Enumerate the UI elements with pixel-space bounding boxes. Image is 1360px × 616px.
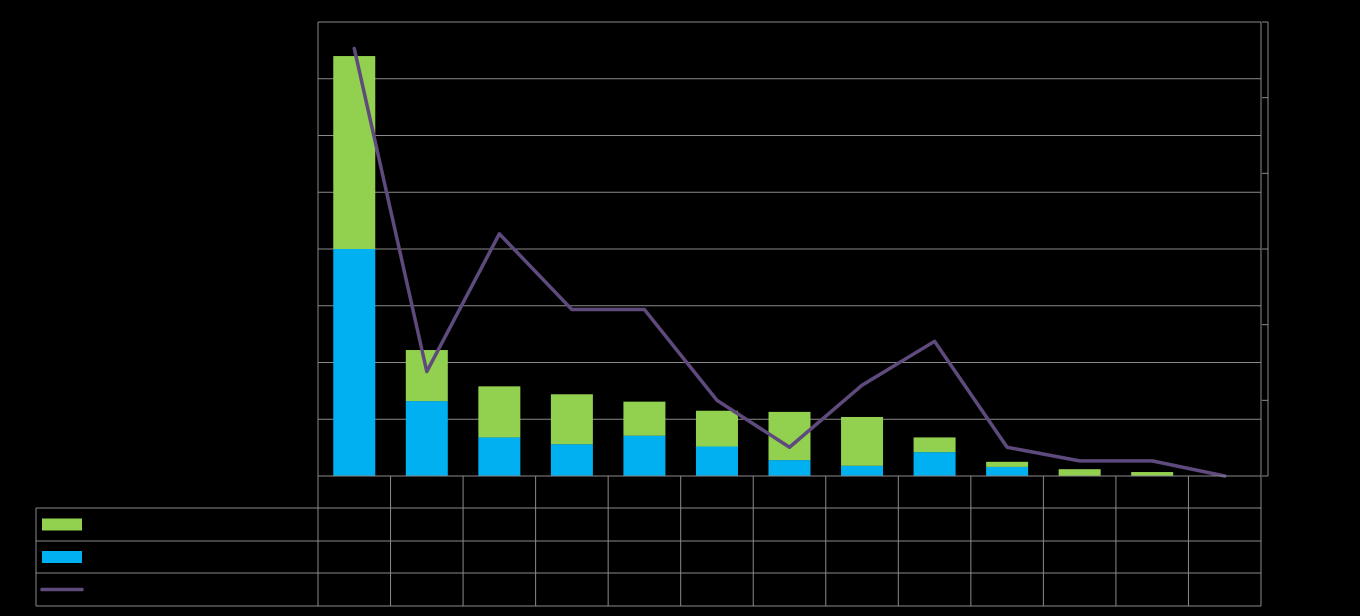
bar-green-11 <box>1131 472 1174 476</box>
bar-blue-3 <box>550 444 593 476</box>
bar-blue-2 <box>478 437 521 476</box>
bar-blue-6 <box>768 460 811 476</box>
line-series <box>352 46 1227 478</box>
bar-blue-7 <box>841 465 884 476</box>
bar-green-7 <box>841 416 884 466</box>
bar-green-0 <box>333 56 376 249</box>
bar-blue-0 <box>333 249 376 476</box>
legend-swatch-green <box>42 518 82 531</box>
bar-series <box>333 56 1174 476</box>
line-purple <box>352 46 1227 478</box>
bar-green-9 <box>986 461 1029 467</box>
bar-blue-1 <box>405 401 448 476</box>
axes <box>1262 21 1269 477</box>
bar-green-8 <box>913 437 956 453</box>
bar-green-3 <box>550 394 593 445</box>
bar-green-4 <box>623 401 666 436</box>
bar-blue-9 <box>986 466 1029 476</box>
bar-green-1 <box>405 350 448 402</box>
data-table <box>35 475 1262 607</box>
bar-blue-8 <box>913 452 956 476</box>
bar-green-10 <box>1058 469 1101 476</box>
bar-green-5 <box>695 410 738 447</box>
bar-green-2 <box>478 386 521 438</box>
bar-blue-4 <box>623 435 666 476</box>
bar-blue-5 <box>695 446 738 476</box>
legend-swatch-blue <box>42 551 82 563</box>
gridlines <box>317 21 1262 477</box>
